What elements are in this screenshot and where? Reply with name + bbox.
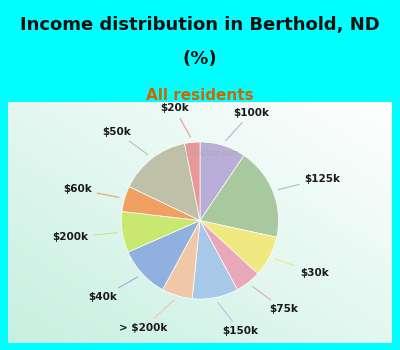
Wedge shape bbox=[200, 142, 244, 220]
Text: > $200k: > $200k bbox=[118, 300, 174, 333]
Wedge shape bbox=[122, 187, 200, 220]
Wedge shape bbox=[200, 220, 277, 274]
Text: $20k: $20k bbox=[160, 103, 190, 137]
Text: $30k: $30k bbox=[275, 259, 329, 278]
Wedge shape bbox=[128, 220, 200, 289]
Text: $100k: $100k bbox=[226, 108, 269, 141]
Wedge shape bbox=[200, 155, 278, 237]
Wedge shape bbox=[192, 220, 237, 299]
Text: $150k: $150k bbox=[218, 302, 258, 336]
Text: $125k: $125k bbox=[278, 174, 341, 190]
Text: $75k: $75k bbox=[252, 286, 298, 314]
Text: Income distribution in Berthold, ND: Income distribution in Berthold, ND bbox=[20, 16, 380, 34]
Wedge shape bbox=[200, 220, 258, 289]
Text: All residents: All residents bbox=[146, 88, 254, 103]
Text: $60k: $60k bbox=[63, 184, 119, 197]
Wedge shape bbox=[163, 220, 200, 299]
Text: $200k: $200k bbox=[52, 232, 117, 242]
Wedge shape bbox=[122, 211, 200, 252]
Wedge shape bbox=[129, 144, 200, 220]
Text: City-Data.com: City-Data.com bbox=[184, 149, 239, 158]
Text: $50k: $50k bbox=[102, 127, 148, 155]
Wedge shape bbox=[184, 142, 200, 220]
Text: (%): (%) bbox=[183, 50, 217, 68]
Text: $40k: $40k bbox=[88, 277, 138, 302]
